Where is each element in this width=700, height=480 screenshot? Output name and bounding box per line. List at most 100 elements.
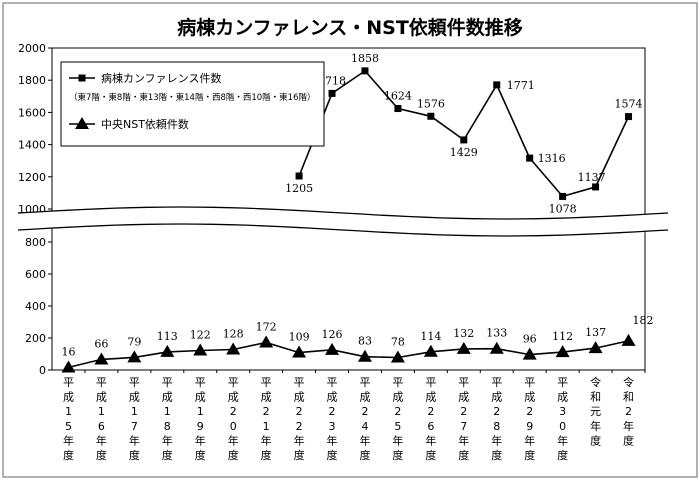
x-tick-char: 成 (327, 391, 338, 404)
conference-value-label: 1429 (450, 146, 478, 159)
legend-marker-nst (75, 117, 89, 129)
conference-point (328, 89, 336, 97)
x-tick-char: 3 (329, 420, 336, 433)
x-tick-char: 平 (162, 376, 173, 389)
x-tick-char: 年 (557, 433, 568, 447)
x-tick-label: 平成 1 9 年度 (195, 376, 206, 462)
conference-value-label: 1576 (417, 97, 445, 110)
x-tick-text: 平成 2 3 年度 (327, 376, 338, 462)
axis-break-band (17, 206, 669, 237)
x-tick-text: 平成 1 7 年度 (129, 376, 140, 462)
x-tick-char: 9 (526, 420, 533, 433)
x-tick-text: 平成 2 4 年度 (359, 376, 370, 462)
data-labels: 1205171818581624157614291771131610781137… (61, 52, 653, 359)
x-tick-char: 成 (359, 391, 370, 404)
chart-title: 病棟カンファレンス・NST依頼件数推移 (177, 16, 523, 39)
x-tick-char: 平 (96, 376, 107, 389)
y-tick-label: 1800 (18, 74, 46, 87)
x-tick-char: 度 (425, 448, 436, 462)
x-tick-char: 度 (557, 448, 568, 462)
x-tick-text: 平成 2 5 年度 (392, 376, 403, 462)
x-tick-text: 平成 2 2 年度 (294, 376, 305, 462)
x-tick-char: 9 (197, 420, 204, 433)
x-tick-char: 度 (590, 433, 601, 447)
x-tick-char: 度 (359, 448, 370, 462)
x-tick-label: 平成 1 8 年度 (162, 376, 173, 462)
x-tick-char: 8 (164, 420, 171, 433)
x-tick-char: 度 (623, 433, 634, 447)
series-line-nst (68, 340, 629, 369)
x-tick-char: 成 (162, 391, 173, 404)
nst-point (489, 341, 504, 354)
nst-point (160, 344, 175, 357)
x-tick-char: 度 (327, 448, 338, 462)
x-tick-char: 5 (394, 420, 401, 433)
conference-value-label: 1205 (285, 182, 313, 195)
legend-marker-conference (78, 74, 86, 82)
x-tick-text: 平成 2 1 年度 (261, 376, 272, 462)
nst-point (226, 342, 241, 355)
axis-break-fill (18, 207, 668, 236)
x-tick-char: 2 (296, 420, 303, 433)
nst-point (259, 335, 274, 348)
x-tick-char: 平 (458, 376, 469, 389)
x-tick-char: 成 (294, 391, 305, 404)
nst-point (522, 347, 537, 360)
x-tick-char: 度 (228, 448, 239, 462)
x-tick-char: 年 (590, 419, 601, 433)
conference-value-label: 1137 (578, 171, 606, 184)
conference-point (592, 183, 600, 191)
x-tick-text: 平成 2 6 年度 (425, 376, 436, 462)
x-tick-char: 平 (491, 376, 502, 389)
nst-value-label: 112 (552, 330, 573, 343)
y-tick-label: 600 (25, 268, 46, 281)
x-tick-char: 8 (493, 420, 500, 433)
nst-point (621, 333, 636, 346)
x-tick-char: 2 (427, 405, 434, 418)
x-tick-text: 平成 2 9 年度 (524, 376, 535, 462)
x-tick-label: 平成 2 8 年度 (491, 376, 502, 462)
x-tick-char: 度 (129, 448, 140, 462)
nst-value-label: 78 (391, 336, 405, 349)
x-tick-char: 成 (96, 391, 107, 404)
x-tick-char: 6 (98, 420, 105, 433)
nst-value-label: 16 (61, 345, 75, 358)
x-tick-char: 成 (129, 391, 140, 404)
x-tick-char: 2 (394, 405, 401, 418)
conference-point (295, 172, 303, 180)
x-tick-text: 平成 2 7 年度 (458, 376, 469, 462)
x-tick-char: 年 (491, 433, 502, 447)
y-tick-label: 1200 (18, 171, 46, 184)
x-tick-char: 0 (230, 420, 237, 433)
conference-value-label: 1624 (384, 90, 412, 103)
x-tick-char: 成 (524, 391, 535, 404)
x-tick-label: 平成 2 6 年度 (425, 376, 436, 462)
x-tick-char: 度 (261, 448, 272, 462)
x-tick-char: 成 (491, 391, 502, 404)
x-tick-char: 7 (131, 420, 138, 433)
y-tick-label: 1400 (18, 139, 46, 152)
nst-value-label: 79 (127, 335, 141, 348)
nst-point (456, 341, 471, 354)
nst-value-label: 66 (94, 337, 108, 350)
x-tick-char: 度 (96, 448, 107, 462)
x-tick-text: 令和元年度 (590, 375, 601, 447)
y-tick-label: 0 (39, 364, 46, 377)
x-tick-char: 成 (63, 391, 74, 404)
conference-value-label: 1858 (351, 52, 379, 65)
x-tick-text: 平成 1 9 年度 (195, 376, 206, 462)
conference-point (526, 154, 534, 162)
x-tick-char: 度 (392, 448, 403, 462)
x-tick-char: 元 (590, 405, 601, 418)
legend-label-nst: 中央NST依頼件数 (101, 118, 189, 131)
x-tick-char: 令 (590, 375, 601, 389)
x-tick-char: 平 (425, 376, 436, 389)
x-tick-char: 2 (493, 405, 500, 418)
x-tick-char: 7 (460, 420, 467, 433)
x-tick-char: 年 (425, 433, 436, 447)
conference-value-label: 1316 (538, 152, 566, 165)
nst-value-label: 96 (523, 333, 537, 346)
x-tick-text: 平成 2 8 年度 (491, 376, 502, 462)
